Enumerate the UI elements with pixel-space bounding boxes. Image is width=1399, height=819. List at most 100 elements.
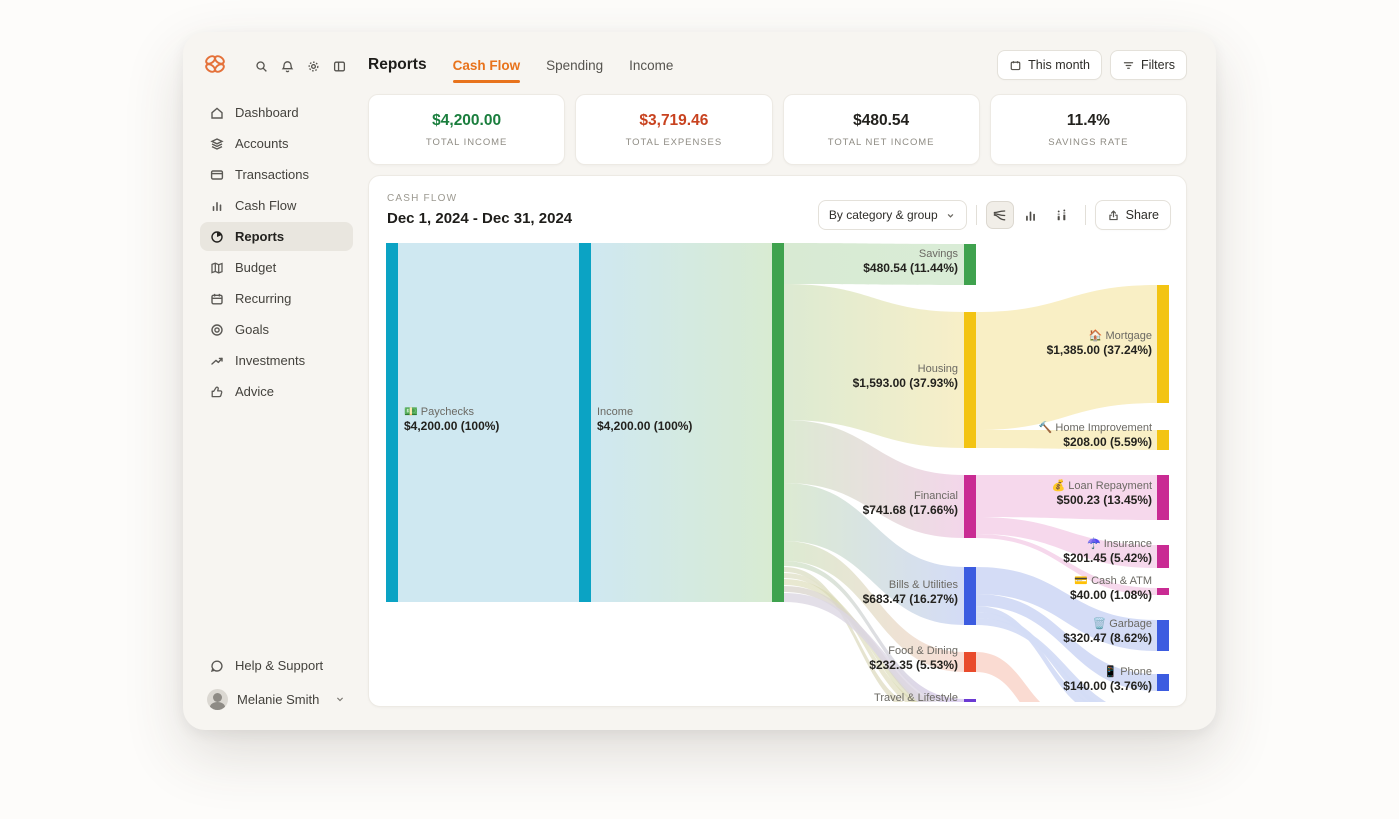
calendar-icon [211, 293, 223, 305]
net-income-label: TOTAL NET INCOME [827, 136, 935, 148]
sankey-link-cashflow-savings [784, 243, 964, 285]
tab-spending[interactable]: Spending [546, 57, 604, 73]
share-label: Share [1125, 208, 1159, 222]
sankey-link-paychecks-income [398, 243, 579, 602]
cash-flow-card: CASH FLOW Dec 1, 2024 - Dec 31, 2024 By … [368, 175, 1187, 707]
date-range-button[interactable]: This month [997, 50, 1102, 80]
sankey-node-paychecks[interactable] [386, 243, 398, 602]
total-expenses-value: $3,719.46 [639, 111, 709, 129]
sidebar-item-reports[interactable]: Reports [200, 222, 353, 251]
sankey-link-housing-mortgage [976, 285, 1157, 430]
search-icon[interactable] [254, 59, 269, 74]
sankey-node-mortgage[interactable] [1157, 285, 1169, 403]
filters-button[interactable]: Filters [1109, 50, 1187, 80]
date-range-label: This month [1028, 58, 1090, 72]
total-expenses-card: $3,719.46 TOTAL EXPENSES [575, 94, 773, 165]
sankey-node-cashflow[interactable] [772, 243, 784, 602]
help-support-button[interactable]: Help & Support [200, 651, 353, 680]
sankey-value-loan: $500.23 (13.45%) [1057, 493, 1152, 507]
sankey-node-bills[interactable] [964, 567, 976, 625]
sidebar-item-label: Dashboard [235, 105, 299, 120]
sidebar-item-label: Recurring [235, 291, 292, 306]
sidebar-item-label: Investments [235, 353, 306, 368]
sidebar-item-cashflow[interactable]: Cash Flow [200, 191, 353, 220]
sidebar-item-budget[interactable]: Budget [200, 253, 353, 282]
sankey-node-loan[interactable] [1157, 475, 1169, 520]
bell-icon[interactable] [280, 59, 295, 74]
filters-label: Filters [1140, 58, 1175, 72]
sidebar-item-label: Reports [235, 229, 285, 244]
total-expenses-label: TOTAL EXPENSES [625, 136, 723, 148]
group-by-select[interactable]: By category & group [817, 200, 967, 230]
sidebar-item-accounts[interactable]: Accounts [200, 129, 353, 158]
savings-rate-card: 11.4% SAVINGS RATE [989, 94, 1187, 165]
sankey-node-homeimp[interactable] [1157, 430, 1169, 450]
total-income-value: $4,200.00 [432, 111, 502, 129]
tab-cash-flow[interactable]: Cash Flow [452, 54, 520, 83]
monarch-logo-icon[interactable] [202, 51, 228, 82]
sidebar-toggle-icon[interactable] [332, 59, 347, 74]
sidebar-item-transactions[interactable]: Transactions [200, 160, 353, 189]
main-content: Reports Cash Flow Spending Income This m… [368, 32, 1216, 730]
sidebar-item-label: Budget [235, 260, 277, 275]
layers-icon [210, 137, 224, 150]
sankey-value-savings: $480.54 (11.44%) [863, 261, 958, 275]
sankey-node-garbage[interactable] [1157, 620, 1169, 651]
divider [1084, 205, 1086, 225]
sankey-value-bills: $683.47 (16.27%) [863, 592, 958, 606]
summary-cards: $4,200.00 TOTAL INCOME $3,719.46 TOTAL E… [368, 94, 1187, 165]
sankey-node-housing[interactable] [964, 312, 976, 448]
sidebar-item-goals[interactable]: Goals [200, 315, 353, 344]
sidebar-nav: Dashboard Accounts Transactions Cash Flo… [200, 98, 353, 406]
sankey-node-savings[interactable] [964, 244, 976, 285]
home-icon [211, 106, 223, 119]
sankey-value-cashatm: $40.00 (1.08%) [1070, 588, 1152, 602]
cash-flow-section-label: CASH FLOW [387, 193, 458, 204]
sankey-link-cashflow-food [784, 541, 964, 672]
stacked-bar-icon [1057, 209, 1066, 220]
sankey-label-homeimp: 🔨 Home Improvement [1039, 421, 1152, 434]
gear-icon[interactable] [306, 59, 321, 74]
sankey-label-garbage: 🗑️ Garbage [1092, 617, 1152, 630]
sankey-label-loan: 💰 Loan Repayment [1051, 479, 1152, 492]
sidebar-item-label: Cash Flow [235, 198, 297, 213]
sankey-node-cashatm[interactable] [1157, 588, 1169, 595]
sidebar-item-recurring[interactable]: Recurring [200, 284, 353, 313]
sankey-value-garbage: $320.47 (8.62%) [1063, 631, 1152, 645]
filter-icon [1123, 61, 1134, 69]
stacked-chart-view-button[interactable] [1048, 201, 1076, 229]
sankey-link-cashflow-housing [784, 284, 964, 448]
sankey-label-insurance: ☂️ Insurance [1087, 537, 1152, 550]
total-income-label: TOTAL INCOME [425, 136, 508, 148]
sidebar-item-investments[interactable]: Investments [200, 346, 353, 375]
sankey-label-paychecks: 💵 Paychecks [404, 406, 474, 418]
share-button[interactable]: Share [1094, 200, 1171, 230]
user-menu[interactable]: Melanie Smith [200, 684, 353, 714]
sankey-node-travel[interactable] [964, 699, 976, 706]
sankey-label-travel: Travel & Lifestyle [874, 692, 958, 702]
sankey-value-insurance: $201.45 (5.42%) [1063, 551, 1152, 565]
calendar-icon [1010, 60, 1021, 70]
sankey-node-phone[interactable] [1157, 674, 1169, 691]
sankey-view-button[interactable] [985, 201, 1014, 229]
sankey-label-food: Food & Dining [888, 645, 958, 657]
pie-chart-icon [211, 230, 223, 243]
sidebar-item-advice[interactable]: Advice [200, 377, 353, 406]
sankey-node-food[interactable] [964, 652, 976, 672]
sankey-link-financial-loan [976, 475, 1157, 520]
tab-income[interactable]: Income [629, 57, 674, 73]
sankey-node-financial[interactable] [964, 475, 976, 538]
report-tabs: Cash Flow Spending Income [452, 54, 674, 83]
sidebar-item-dashboard[interactable]: Dashboard [200, 98, 353, 127]
avatar [207, 688, 228, 710]
sankey-node-insurance[interactable] [1157, 545, 1169, 568]
sankey-value-income: $4,200.00 (100%) [597, 419, 692, 433]
sankey-node-income[interactable] [579, 243, 591, 602]
sankey-value-phone: $140.00 (3.76%) [1063, 679, 1152, 693]
sankey-link-cashflow-financial [784, 420, 964, 538]
page-title: Reports [368, 56, 427, 73]
sankey-value-food: $232.35 (5.53%) [869, 658, 958, 672]
bar-chart-view-button[interactable] [1017, 201, 1045, 229]
sankey-label-cashatm: 💳 Cash & ATM [1074, 575, 1152, 587]
net-income-value: $480.54 [853, 111, 910, 129]
